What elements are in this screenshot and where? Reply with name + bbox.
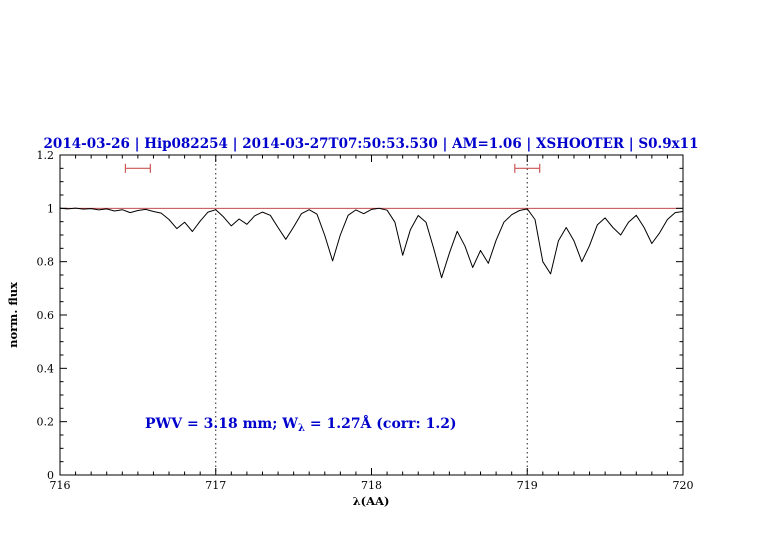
plot-title: 2014-03-26 | Hip082254 | 2014-03-27T07:5… [44,136,699,152]
x-tick-label: 716 [50,479,71,492]
pwv-annotation: PWV = 3.18 mm; Wλ = 1.27Å (corr: 1.2) [145,414,457,434]
y-tick-label: 1.2 [37,149,55,162]
x-tick-label: 718 [361,479,382,492]
range-marker [124,163,151,173]
y-tick-label: 0 [47,469,54,482]
pwv-annotation-prefix: PWV = 3.18 mm; W [145,416,298,432]
y-tick-label: 0.4 [37,362,55,375]
pwv-annotation-subscript: λ [298,423,305,434]
spectrum-line [59,207,684,279]
y-tick-label: 0.8 [37,256,55,269]
range-marker [514,163,541,173]
x-tick-label: 720 [673,479,694,492]
y-axis-label: norm. flux [6,282,20,348]
y-tick-label: 0.6 [37,309,55,322]
x-tick-label: 717 [205,479,226,492]
y-tick-label: 1 [47,202,54,215]
x-tick-label: 719 [517,479,538,492]
x-axis-label: λ(AA) [353,494,390,508]
pwv-annotation-suffix: = 1.27Å (corr: 1.2) [305,414,457,432]
y-tick-label: 0.2 [37,416,55,429]
